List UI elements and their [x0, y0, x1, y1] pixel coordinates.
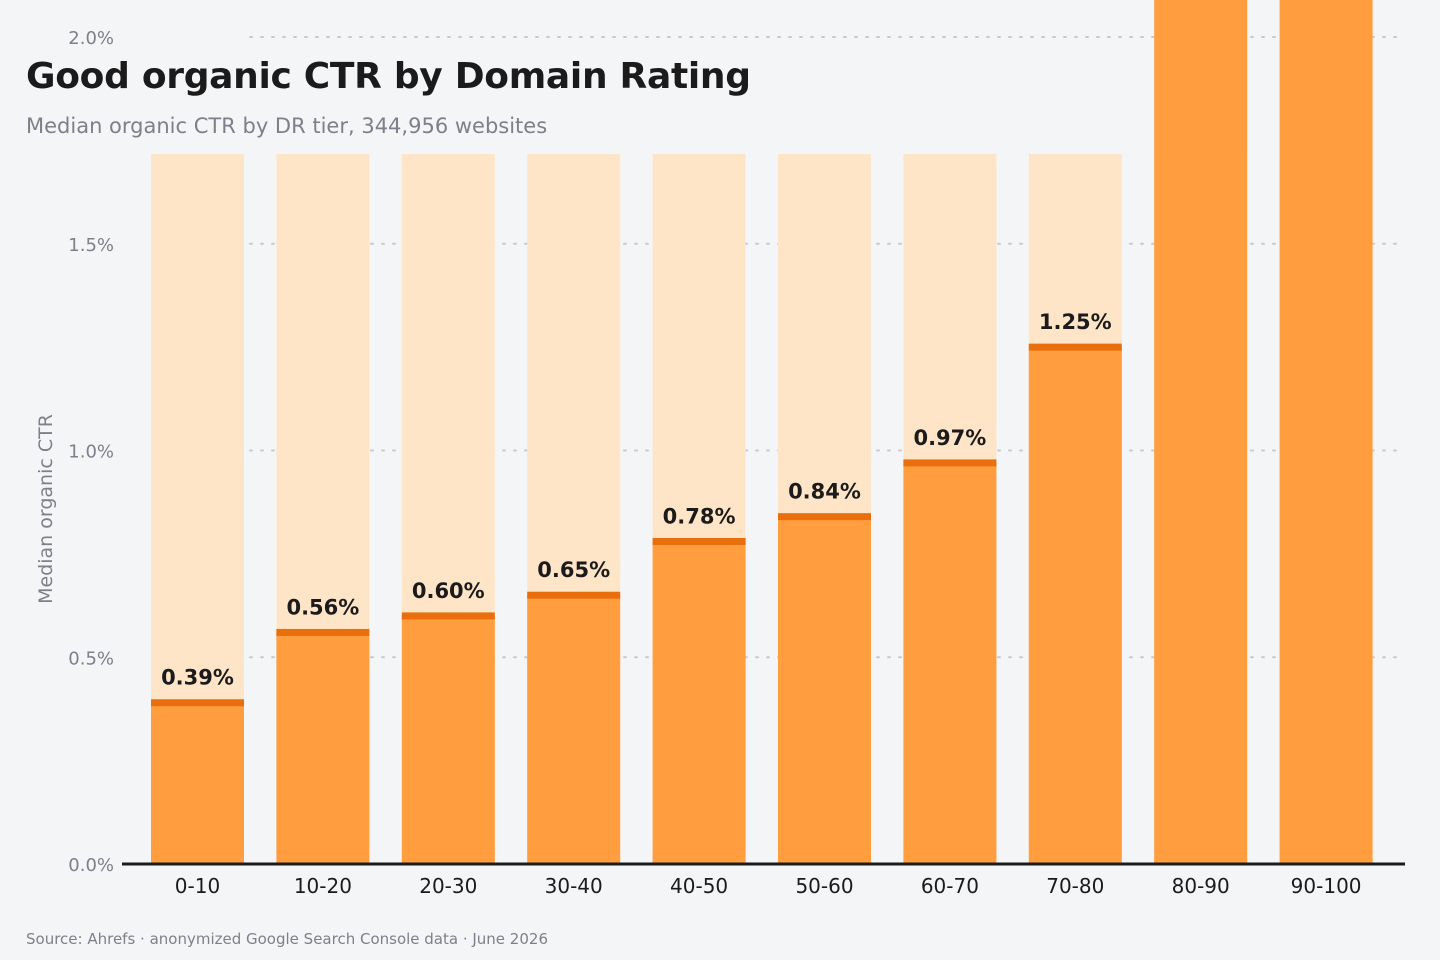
bar	[652, 541, 746, 864]
bar-cap	[1028, 343, 1122, 351]
bar	[527, 595, 621, 864]
bar-cap	[151, 699, 244, 707]
bar	[778, 516, 871, 864]
x-category-label: 0-10	[175, 874, 220, 898]
value-label: 0.65%	[537, 558, 610, 582]
bar	[151, 702, 244, 864]
bar	[903, 462, 997, 864]
x-category-label: 90-100	[1291, 874, 1362, 898]
x-category-label: 40-50	[670, 874, 728, 898]
source-note: Source: Ahrefs · anonymized Google Searc…	[26, 930, 548, 948]
bar-cap	[276, 628, 370, 636]
value-label: 0.78%	[663, 504, 736, 528]
y-tick-label: 2.0%	[68, 28, 114, 49]
y-axis-label: Median organic CTR	[35, 414, 57, 604]
bar-cap	[903, 459, 997, 467]
value-label: 0.39%	[161, 666, 234, 690]
y-axis-ticks: 0.0%0.5%1.0%1.5%2.0%2.5%3.0%	[68, 28, 114, 876]
value-label: 0.56%	[286, 595, 359, 619]
bar-cap	[401, 612, 495, 620]
chart-title: Good organic CTR by Domain Rating	[26, 56, 751, 97]
x-axis-categories: 0-10 10-20 20-30 30-40 40-50 50-60 60-70 70-80 8…	[175, 874, 1362, 898]
x-category-label: 30-40	[545, 874, 603, 898]
y-tick-label: 1.0%	[68, 442, 114, 463]
bar	[1279, 0, 1373, 865]
x-category-label: 80-90	[1172, 874, 1230, 898]
chart-subtitle: Median organic CTR by DR tier, 344,956 w…	[26, 114, 548, 138]
value-labels: 0.39% 0.56% 0.60% 0.65% 0.78% 0.84% 0.97% 1.25%…	[161, 310, 1112, 690]
bar	[1154, 0, 1248, 865]
bar-cap	[778, 513, 871, 521]
y-tick-label: 0.5%	[68, 648, 114, 669]
value-label: 0.84%	[788, 480, 861, 504]
y-tick-label: 0.0%	[68, 855, 114, 876]
value-label: 0.97%	[913, 426, 986, 450]
y-tick-label: 1.5%	[68, 235, 114, 256]
bar	[276, 632, 370, 864]
x-category-label: 60-70	[921, 874, 979, 898]
value-label: 1.25%	[1039, 310, 1112, 334]
bar-cap	[652, 537, 746, 545]
x-category-label: 20-30	[419, 874, 477, 898]
x-category-label: 50-60	[795, 874, 853, 898]
x-category-label: 10-20	[294, 874, 352, 898]
bar	[1028, 347, 1122, 864]
x-category-label: 70-80	[1046, 874, 1104, 898]
bar	[401, 615, 495, 864]
bars	[151, 0, 1373, 865]
value-label: 0.60%	[412, 579, 485, 603]
bar-cap	[527, 591, 621, 599]
